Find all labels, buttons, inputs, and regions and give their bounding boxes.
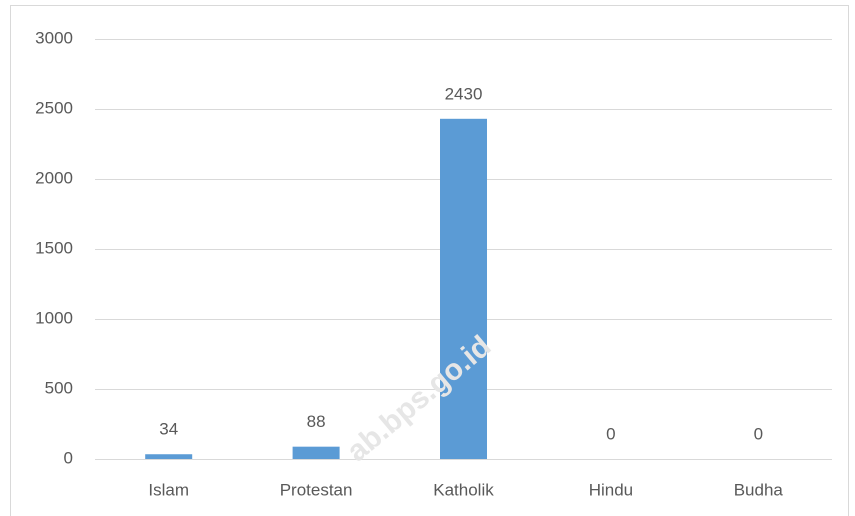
data-label: 34 <box>159 420 178 439</box>
x-tick-label: Protestan <box>280 480 353 499</box>
y-tick-label: 2500 <box>35 98 73 117</box>
y-tick-label: 3000 <box>35 28 73 47</box>
x-tick-label: Budha <box>734 480 784 499</box>
y-tick-label: 0 <box>64 448 73 467</box>
data-label: 0 <box>606 424 615 443</box>
data-label: 88 <box>307 412 326 431</box>
y-tick-label: 1500 <box>35 238 73 257</box>
chart-frame <box>10 5 849 516</box>
y-tick-label: 2000 <box>35 168 73 187</box>
y-tick-label: 1000 <box>35 308 73 327</box>
x-tick-label: Katholik <box>433 480 494 499</box>
x-tick-label: Islam <box>148 480 189 499</box>
bar <box>145 454 193 459</box>
data-label: 2430 <box>445 84 483 103</box>
bar <box>440 118 487 460</box>
x-tick-label: Hindu <box>589 480 633 499</box>
data-label: 0 <box>754 424 763 443</box>
y-tick-label: 500 <box>45 378 73 397</box>
bar <box>292 446 340 459</box>
